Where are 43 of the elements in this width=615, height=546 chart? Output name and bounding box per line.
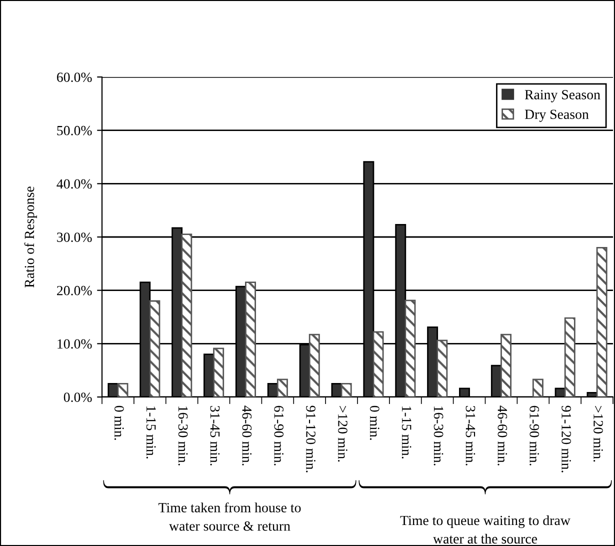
y-tick-label: 60.0% <box>57 72 92 82</box>
x-tick-label: 91-120 min. <box>562 406 571 472</box>
text: Time taken from house to water source & return <box>158 502 301 531</box>
x-tick-label: 61-90 min. <box>274 406 284 466</box>
bar <box>245 282 256 397</box>
bar <box>276 378 288 397</box>
bar <box>213 348 224 397</box>
bar <box>308 334 320 397</box>
y-tick-label: 10.0% <box>58 339 92 349</box>
x-tick-label: 0 min. <box>370 406 380 440</box>
x-tick-label: 1-15 min. <box>146 406 156 458</box>
legend-label: Dry Season <box>524 110 589 122</box>
bar <box>340 382 352 397</box>
text: Time to queue waiting to draw water at the source <box>400 515 570 544</box>
bar <box>117 382 128 397</box>
x-tick-label: 46-60 min. <box>498 406 508 466</box>
legend-label: Rainy Season <box>524 90 600 102</box>
bar <box>532 378 544 397</box>
x-tick-label: 46-60 min. <box>242 406 252 466</box>
x-tick-label: 0 min. <box>114 406 124 440</box>
bar <box>500 334 512 397</box>
y-tick-label: 50.0% <box>57 126 92 136</box>
y-tick-label: 30.0% <box>57 232 92 242</box>
y-axis-title: Ratio of Response <box>24 186 37 288</box>
bar <box>596 246 608 397</box>
x-tick-label: >120 min. <box>593 406 603 462</box>
bar <box>149 300 160 397</box>
y-tick-label: 40.0% <box>56 179 92 189</box>
y-tick-label: 0.0% <box>64 392 92 402</box>
x-tick-label: 16-30 min. <box>178 406 188 466</box>
y-tick-label: 20.0% <box>57 286 92 296</box>
bar <box>564 317 576 397</box>
bar <box>372 331 384 397</box>
x-tick-label: 31-45 min. <box>210 406 220 466</box>
x-tick-label: 91-120 min. <box>306 406 316 472</box>
x-tick-label: 31-45 min. <box>466 406 476 466</box>
x-tick-label: >120 min. <box>338 406 348 462</box>
x-tick-label: 61-90 min. <box>530 406 540 466</box>
bar <box>181 234 192 397</box>
bar <box>404 300 416 397</box>
x-tick-label: 1-15 min. <box>402 406 412 458</box>
bar <box>436 340 448 397</box>
x-tick-label: 16-30 min. <box>434 406 444 466</box>
